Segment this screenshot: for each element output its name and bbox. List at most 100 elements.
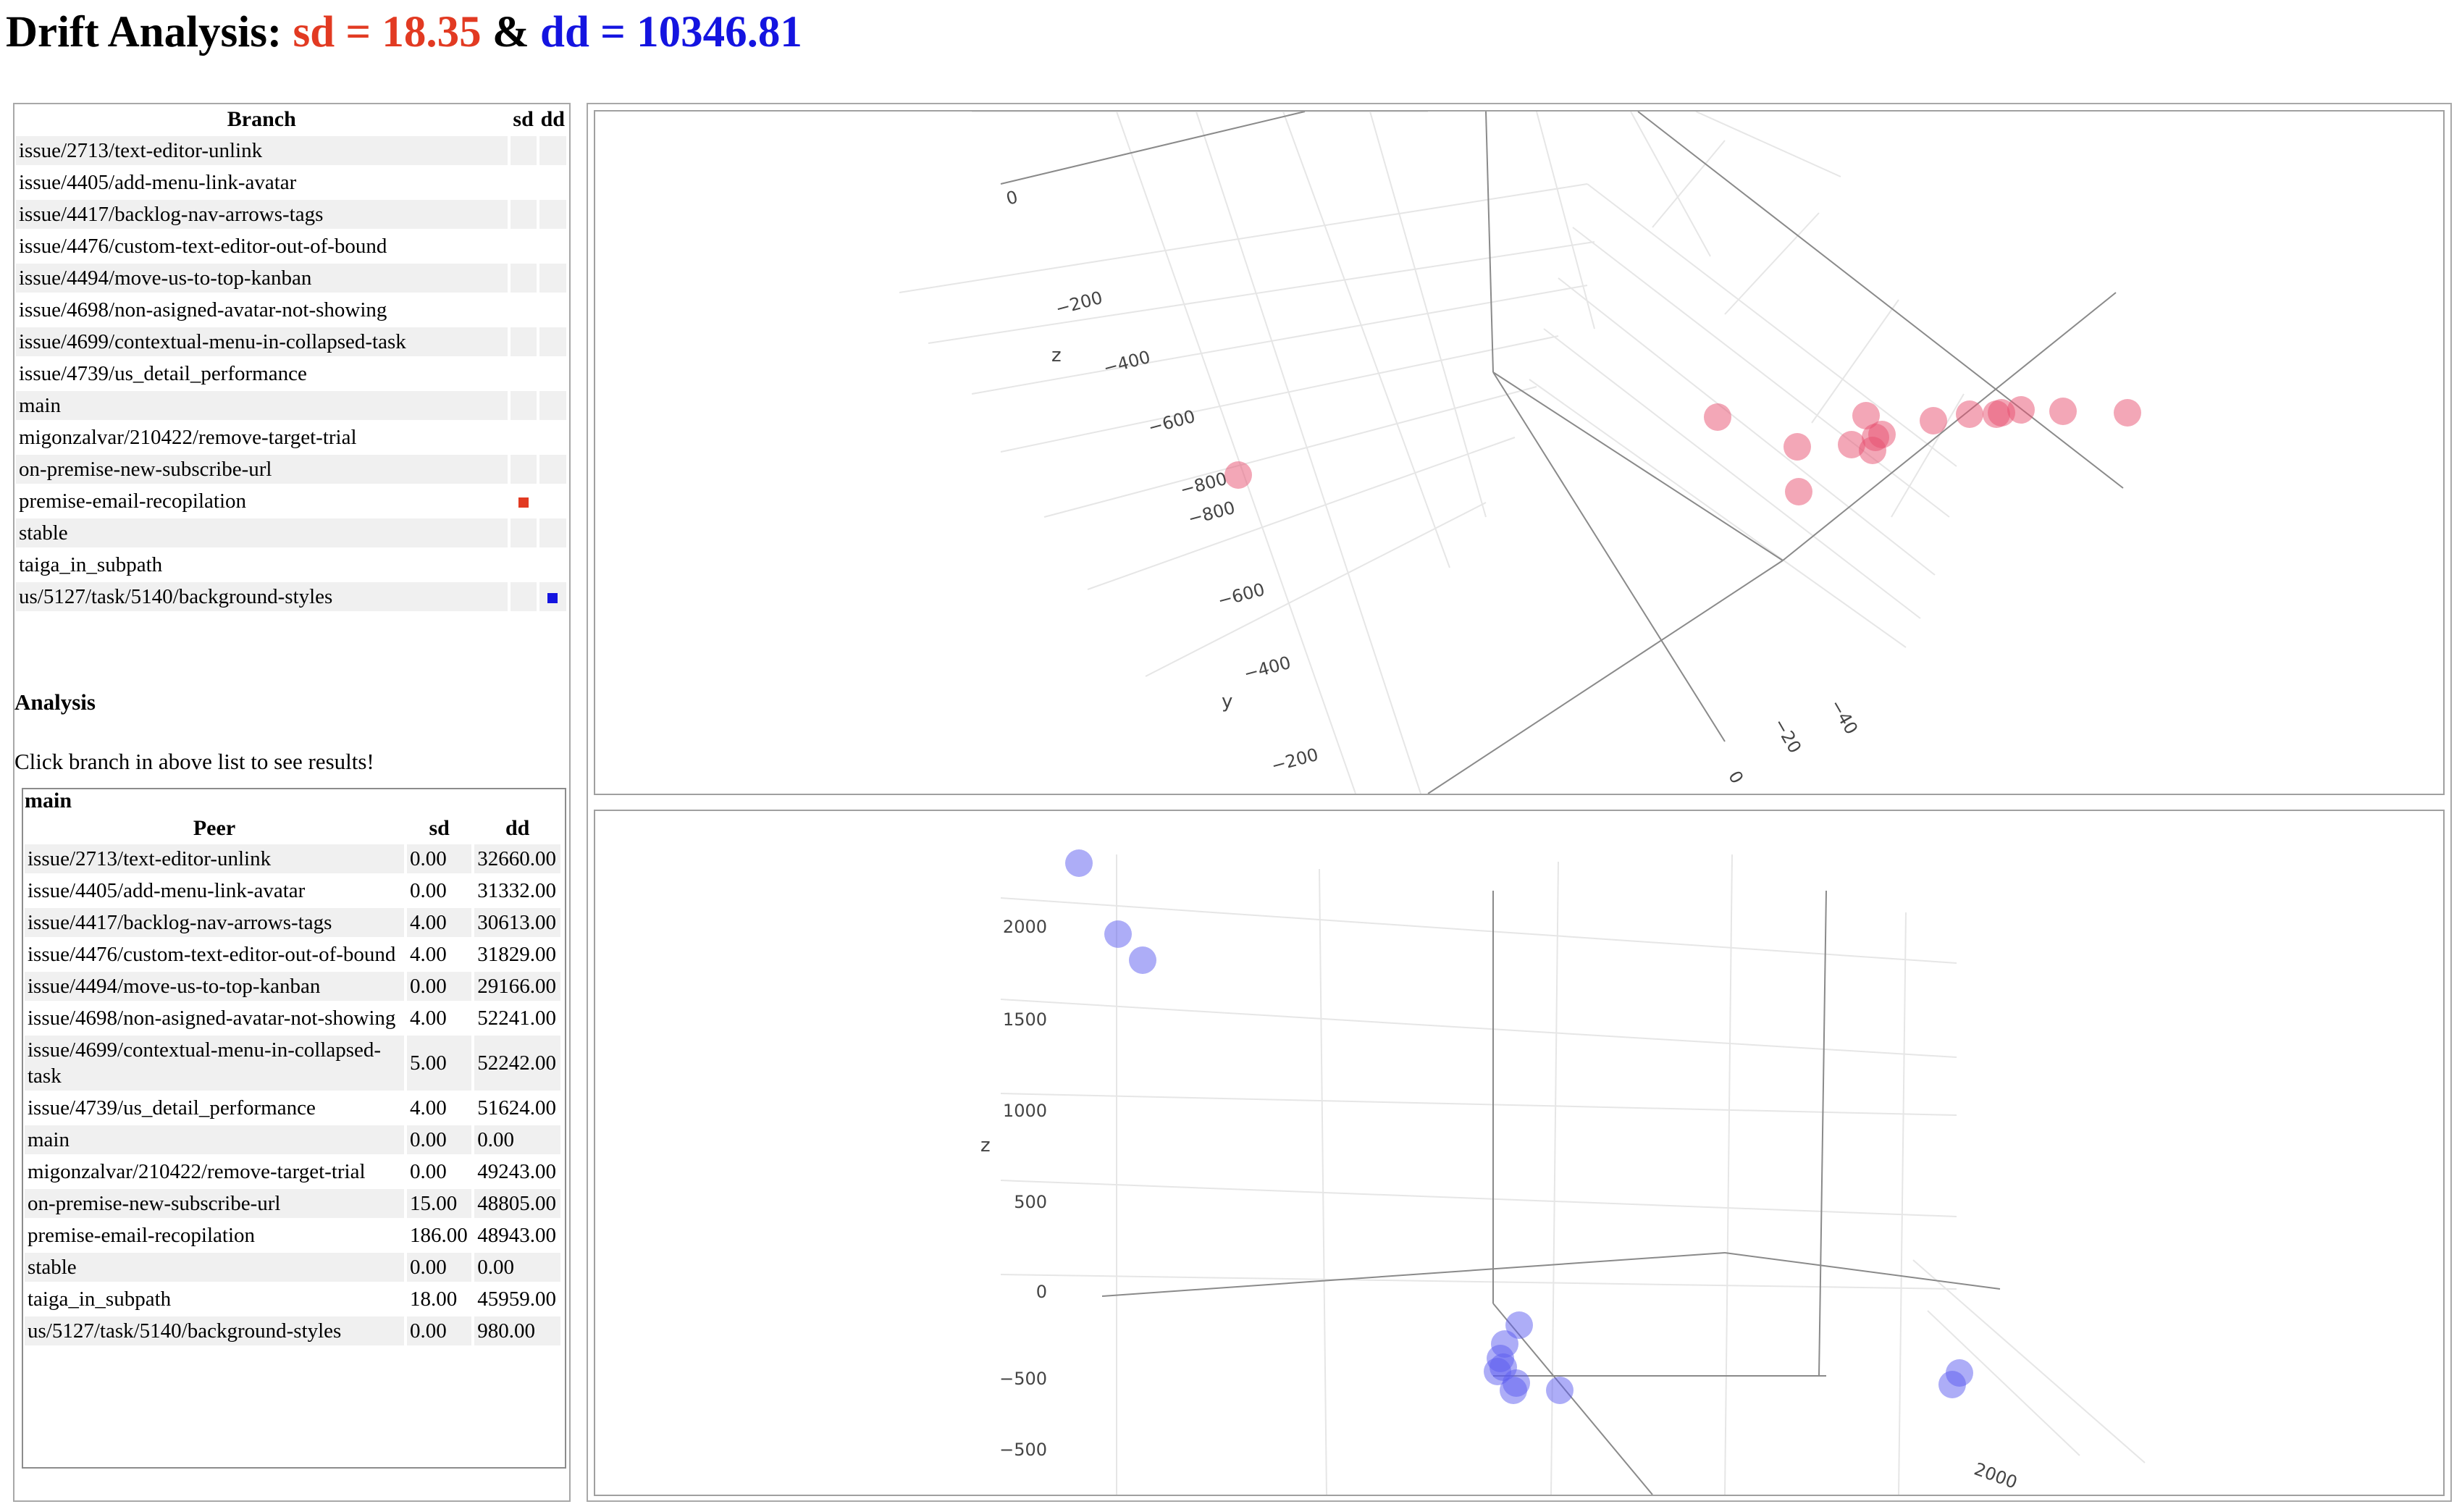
dd-z-tick-label: 500: [1014, 1192, 1047, 1212]
dd-marker[interactable]: [1065, 849, 1093, 877]
sd-marker[interactable]: [1920, 407, 1947, 434]
branch-name[interactable]: taiga_in_subpath: [19, 553, 163, 576]
branch-row[interactable]: issue/4476/custom-text-editor-out-of-bou…: [16, 232, 566, 261]
title-dd-value: dd = 10346.81: [540, 8, 802, 56]
peer-row: issue/2713/text-editor-unlink 0.00 32660.0…: [25, 844, 560, 873]
branch-dd-cell: [539, 423, 566, 452]
sd-marker[interactable]: [2049, 398, 2077, 425]
branch-dd-cell: [539, 264, 566, 293]
branch-row[interactable]: issue/4494/move-us-to-top-kanban: [16, 264, 566, 293]
sd-marker[interactable]: [1838, 431, 1865, 458]
peer-table: Peer sd dd issue/2713/text-editor-unlink…: [23, 812, 563, 1348]
branch-name[interactable]: issue/2713/text-editor-unlink: [16, 136, 508, 165]
peer-name: stable: [25, 1253, 404, 1282]
branch-row[interactable]: us/5127/task/5140/background-styles: [16, 582, 566, 611]
peer-name: main: [25, 1125, 404, 1154]
peer-dd-value: 32660.00: [474, 844, 560, 873]
peer-row: on-premise-new-subscribe-url 15.00 48805.0…: [25, 1189, 560, 1218]
peer-name: issue/4739/us_detail_performance: [28, 1096, 316, 1120]
branch-row[interactable]: issue/4739/us_detail_performance: [16, 359, 566, 388]
peer-row: issue/4739/us_detail_performance 4.00 5162…: [25, 1093, 560, 1122]
branch-name[interactable]: migonzalvar/210422/remove-target-trial: [19, 426, 357, 449]
branch-name[interactable]: premise-email-recopilation: [19, 490, 247, 513]
branch-row[interactable]: issue/4698/non-asigned-avatar-not-showin…: [16, 295, 566, 324]
sd-axes: [1000, 112, 2124, 794]
branch-dd-cell: [539, 136, 566, 165]
peer-sd-value: 186.00: [410, 1224, 468, 1247]
dd-marker[interactable]: [1490, 1353, 1517, 1381]
branch-dd-cell: [539, 232, 566, 261]
dd-marker[interactable]: [1546, 1377, 1574, 1404]
peer-sd-value: 0.00: [410, 1160, 447, 1183]
sd-marker[interactable]: [1704, 403, 1731, 431]
branch-row[interactable]: issue/2713/text-editor-unlink: [16, 136, 566, 165]
branch-name[interactable]: stable: [16, 518, 508, 547]
branch-name[interactable]: issue/4417/backlog-nav-arrows-tags: [16, 200, 508, 229]
branch-row[interactable]: taiga_in_subpath: [16, 550, 566, 579]
branch-sd-cell: [511, 550, 537, 579]
title-prefix: Drift Analysis:: [6, 8, 293, 56]
sd-marker[interactable]: [1983, 400, 2010, 428]
branch-row[interactable]: premise-email-recopilation: [16, 487, 566, 516]
sd-x-tick-label: −20: [1769, 715, 1805, 757]
dd-plot-svg[interactable]: 2000 1500 1000 500 0 −500 −500 2000 z: [595, 811, 2443, 1495]
peer-name: on-premise-new-subscribe-url: [25, 1189, 404, 1218]
branch-name[interactable]: main: [16, 391, 508, 420]
dd-marker[interactable]: [1505, 1311, 1533, 1339]
branch-sd-cell: [510, 455, 537, 484]
branch-row[interactable]: issue/4417/backlog-nav-arrows-tags: [16, 200, 566, 229]
sd-marker[interactable]: [1784, 433, 1811, 461]
branch-name[interactable]: issue/4698/non-asigned-avatar-not-showin…: [19, 298, 387, 322]
dd-z-tick-label: 0: [1036, 1282, 1047, 1302]
peer-row: issue/4699/contextual-menu-in-collapsed-…: [25, 1036, 560, 1091]
dd-3d-scatter-plot[interactable]: 2000 1500 1000 500 0 −500 −500 2000 z: [594, 810, 2445, 1496]
branch-row[interactable]: stable: [16, 518, 566, 547]
branch-name[interactable]: us/5127/task/5140/background-styles: [16, 582, 508, 611]
branch-row[interactable]: main: [16, 391, 566, 420]
peer-dd-value: 31332.00: [477, 879, 556, 902]
peer-name: issue/4698/non-asigned-avatar-not-showin…: [28, 1007, 396, 1030]
branch-sd-cell: [511, 487, 537, 516]
branch-name[interactable]: issue/4739/us_detail_performance: [19, 362, 307, 385]
analysis-result-box: main Peer sd dd issue/2713/text-editor-u…: [22, 788, 566, 1469]
sd-y-tick-label: −800: [1186, 497, 1238, 529]
peer-name: migonzalvar/210422/remove-target-trial: [28, 1160, 366, 1183]
peer-dd-value: 52242.00: [474, 1036, 560, 1091]
sd-plot-svg[interactable]: 0 −200 −400 −600 −800−800 −600 −400 −200 0 −20 −40…: [595, 112, 2443, 794]
analysis-heading: Analysis: [14, 689, 96, 715]
sd-marker[interactable]: [1852, 402, 1880, 429]
branch-row[interactable]: issue/4699/contextual-menu-in-collapsed-…: [16, 327, 566, 356]
peer-row: premise-email-recopilation 186.00 48943.00: [25, 1221, 560, 1250]
sd-marker[interactable]: [2114, 399, 2141, 427]
branch-name[interactable]: on-premise-new-subscribe-url: [16, 455, 508, 484]
sd-z-axis-label: z: [1051, 345, 1062, 366]
sd-y-tick-label: −400: [1242, 652, 1293, 684]
sd-marker[interactable]: [1868, 421, 1896, 448]
branch-list: issue/2713/text-editor-unlink issue/4405/…: [16, 136, 566, 611]
branch-row[interactable]: on-premise-new-subscribe-url: [16, 455, 566, 484]
branch-row[interactable]: issue/4405/add-menu-link-avatar: [16, 168, 566, 197]
branch-dd-cell: [539, 518, 566, 547]
branch-name[interactable]: issue/4476/custom-text-editor-out-of-bou…: [19, 235, 387, 258]
branch-dd-cell: [539, 487, 566, 516]
peer-sd-value: 0.00: [410, 879, 447, 902]
sd-3d-scatter-plot[interactable]: 0 −200 −400 −600 −800 −800 −600 −400 −200 0 −20 −40…: [594, 110, 2445, 795]
sd-marker[interactable]: [1785, 478, 1812, 505]
sd-marker[interactable]: [1956, 400, 1983, 428]
branch-name[interactable]: issue/4699/contextual-menu-in-collapsed-…: [16, 327, 508, 356]
sd-y-tick-label: −600: [1216, 579, 1267, 611]
branch-name[interactable]: issue/4494/move-us-to-top-kanban: [16, 264, 508, 293]
dd-marker[interactable]: [1129, 946, 1156, 974]
dd-z-tick-label: 1500: [1003, 1009, 1047, 1030]
branch-row[interactable]: migonzalvar/210422/remove-target-trial: [16, 423, 566, 452]
peer-dd-value: 51624.00: [477, 1096, 556, 1120]
branch-name[interactable]: issue/4405/add-menu-link-avatar: [19, 171, 297, 194]
dd-marker[interactable]: [1500, 1377, 1527, 1404]
dd-marker[interactable]: [1104, 920, 1132, 948]
dd-marker[interactable]: [1938, 1371, 1966, 1398]
sd-z-tick-label: −400: [1101, 347, 1153, 379]
peer-dd-value: 0.00: [474, 1253, 560, 1282]
sd-marker[interactable]: [1224, 461, 1252, 489]
branch-dd-cell: [539, 327, 566, 356]
peer-table-header: Peer sd dd: [25, 815, 560, 841]
